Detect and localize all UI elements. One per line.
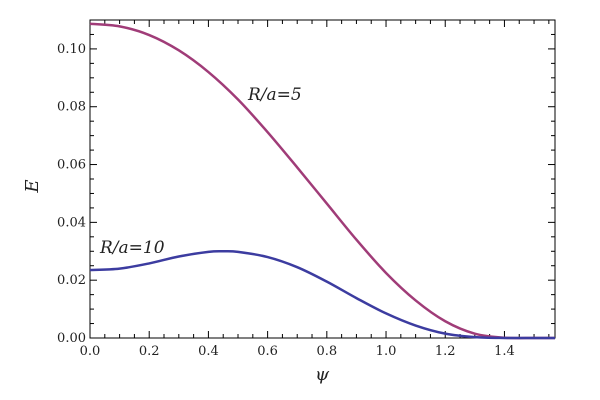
- tick-labels: 0.0 0.2 0.4 0.6 0.8 1.0 1.2 1.4 0.00 0.02 0.04 0.06…: [57, 42, 515, 359]
- x-tick-label: 1.0: [376, 344, 397, 359]
- series-line-rpa5: [89, 22, 556, 340]
- y-tick-label: 0.06: [57, 158, 86, 173]
- x-tick-label: 0.6: [257, 344, 278, 359]
- x-tick-label: 0.2: [139, 344, 160, 359]
- plot-frame: [89, 19, 556, 339]
- x-axis-title: ψ: [315, 364, 330, 385]
- x-tick-label: 0.0: [80, 344, 101, 359]
- series-layer: [89, 22, 556, 340]
- x-tick-label: 0.4: [198, 344, 219, 359]
- x-tick-label: 0.8: [316, 344, 337, 359]
- y-tick-label: 0.10: [57, 42, 86, 57]
- y-axis-title: E: [22, 179, 43, 193]
- series-line-rpa10: [89, 249, 555, 340]
- axis-ticks: [89, 19, 555, 339]
- y-tick-label: 0.00: [57, 331, 86, 346]
- y-tick-label: 0.02: [57, 273, 86, 288]
- x-tick-label: 1.2: [435, 344, 456, 359]
- series-annotation-rpa10: R/a=10: [99, 238, 165, 258]
- series-annotation-rpa5: R/a=5: [247, 85, 302, 105]
- x-tick-label: 1.4: [494, 344, 515, 359]
- y-tick-label: 0.04: [57, 215, 86, 230]
- y-tick-label: 0.08: [57, 100, 86, 115]
